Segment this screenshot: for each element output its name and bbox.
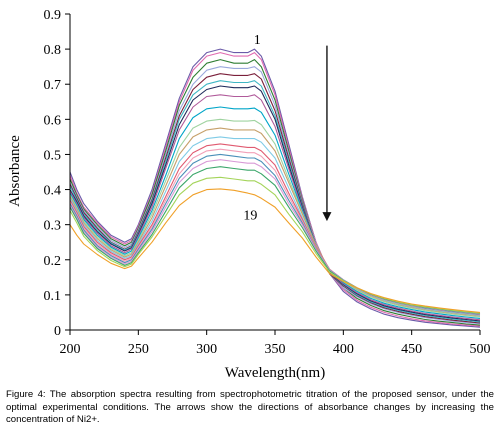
spectrum-line-14 bbox=[69, 148, 481, 315]
x-tick-label: 350 bbox=[265, 342, 286, 357]
axes-layer bbox=[69, 14, 480, 331]
x-tick-label: 250 bbox=[128, 342, 149, 357]
y-tick-label: 0.1 bbox=[44, 289, 62, 304]
figure-caption: Figure 4: The absorption spectra resulti… bbox=[6, 389, 494, 426]
x-tick-label: 300 bbox=[196, 342, 217, 357]
annotations: 1 19 bbox=[243, 33, 260, 224]
absorption-spectra-chart: 0 0.1 0.2 0.3 0.4 0.5 0.6 0.7 0.8 0.9 200 250 300 35… bbox=[7, 8, 491, 381]
spectrum-line-10 bbox=[69, 118, 481, 318]
spectrum-line-8 bbox=[69, 94, 481, 321]
y-tick-label: 0.2 bbox=[44, 254, 62, 269]
y-tick-label: 0.9 bbox=[44, 8, 62, 23]
y-tick-label: 0.4 bbox=[44, 184, 62, 199]
y-tick-label: 0.3 bbox=[44, 219, 62, 234]
y-axis-label: Absorbance bbox=[7, 135, 23, 207]
spectrum-line-18 bbox=[69, 176, 481, 314]
spectrum-line-11 bbox=[69, 127, 481, 317]
y-ticks: 0 0.1 0.2 0.3 0.4 0.5 0.6 0.7 0.8 0.9 bbox=[44, 8, 70, 339]
y-tick-label: 0.5 bbox=[44, 148, 62, 163]
spectrum-line-19 bbox=[69, 188, 481, 313]
spectrum-line-4 bbox=[69, 66, 481, 325]
series-layer bbox=[69, 48, 481, 328]
spectrum-line-3 bbox=[69, 59, 481, 326]
spectrum-line-2 bbox=[69, 52, 481, 327]
spectrum-line-6 bbox=[69, 80, 481, 323]
spectrum-line-12 bbox=[69, 136, 481, 316]
arrow-head bbox=[322, 212, 332, 222]
y-tick-label: 0.6 bbox=[44, 113, 62, 128]
spectrum-line-1 bbox=[69, 48, 481, 328]
x-ticks: 200 250 300 350 400 450 500 bbox=[60, 330, 491, 357]
x-tick-label: 200 bbox=[60, 342, 81, 357]
y-tick-label: 0 bbox=[54, 324, 61, 339]
x-tick-label: 400 bbox=[333, 342, 354, 357]
curve-annotation-19: 19 bbox=[243, 208, 257, 223]
y-tick-label: 0.8 bbox=[44, 43, 62, 58]
spectrum-line-9 bbox=[69, 106, 481, 319]
curve-annotation-1: 1 bbox=[254, 33, 261, 48]
y-tick-label: 0.7 bbox=[44, 78, 62, 93]
direction-arrow bbox=[322, 45, 332, 222]
spectrum-line-7 bbox=[69, 85, 481, 322]
x-tick-label: 500 bbox=[470, 342, 491, 357]
x-axis-label: Wavelength(nm) bbox=[225, 365, 325, 381]
spectrum-line-5 bbox=[69, 73, 481, 324]
x-tick-label: 450 bbox=[401, 342, 422, 357]
spectrum-line-16 bbox=[69, 159, 481, 315]
